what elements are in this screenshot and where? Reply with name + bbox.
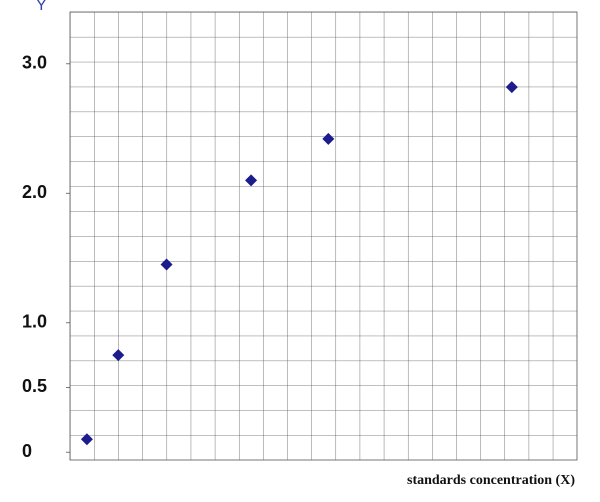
y-tick-label: 0.5 — [22, 376, 47, 396]
point — [322, 132, 335, 145]
grid — [69, 11, 578, 461]
point — [80, 433, 93, 446]
point — [505, 81, 518, 94]
y-axis-label: Y — [36, 0, 47, 14]
point — [245, 174, 258, 187]
y-tick-label: 2.0 — [22, 182, 47, 202]
y-tick-label: 3.0 — [22, 53, 47, 73]
point — [160, 258, 173, 271]
y-tick-label: 0 — [22, 441, 32, 461]
x-axis-label: standards concentration (X) — [407, 473, 575, 488]
point — [112, 349, 125, 362]
y-tick-label: 1.0 — [22, 312, 47, 332]
